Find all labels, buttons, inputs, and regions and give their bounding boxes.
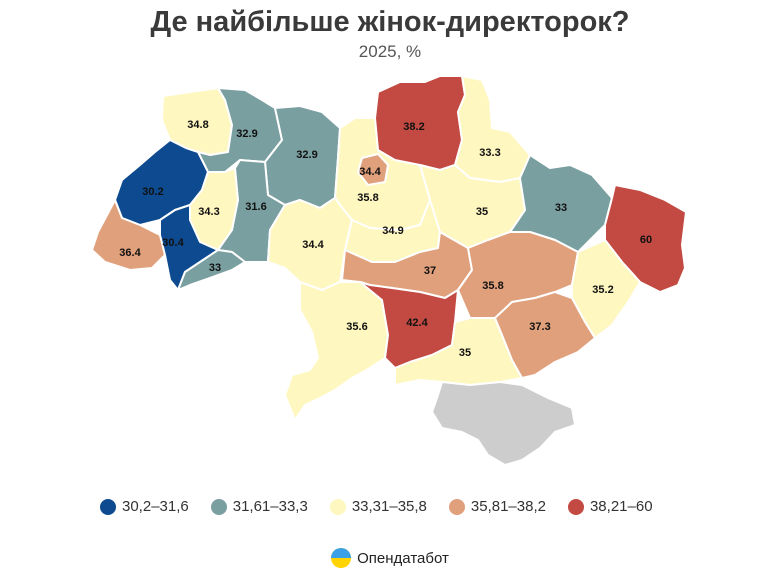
label-kyiv-oblast: 34.4 xyxy=(359,166,381,178)
label-ternopil: 34.3 xyxy=(198,206,219,218)
label-khmelnytskyi: 31.6 xyxy=(245,201,266,213)
label-cherkasy: 34.9 xyxy=(382,225,403,237)
label-mykolaiv: 42.4 xyxy=(406,317,428,329)
legend-label: 35,81–38,2 xyxy=(470,498,546,515)
region-chernivtsi[interactable] xyxy=(177,249,246,291)
label-ivano-frankivsk: 30.4 xyxy=(162,237,184,249)
region-donetsk[interactable] xyxy=(571,239,641,339)
legend-item: 35,81–38,2 xyxy=(448,498,546,515)
label-chernihiv: 38.2 xyxy=(403,121,424,133)
map-subtitle: 2025, % xyxy=(358,42,422,61)
label-sumy: 33.3 xyxy=(479,147,500,159)
label-chernivtsi: 33 xyxy=(209,262,221,274)
region-zakarpattia[interactable] xyxy=(91,199,166,271)
region-sumy[interactable] xyxy=(454,75,531,183)
label-dnipropetrovsk: 35.8 xyxy=(482,280,503,292)
label-poltava: 35 xyxy=(476,206,488,218)
label-kherson: 35 xyxy=(459,347,471,359)
label-volyn: 34.8 xyxy=(187,119,208,131)
label-kyiv-city: 35.8 xyxy=(357,192,378,204)
legend-dot xyxy=(210,498,227,515)
label-rivne: 32.9 xyxy=(236,128,257,140)
label-odesa: 35.6 xyxy=(346,321,367,333)
label-vinnytsia: 34.4 xyxy=(302,239,324,251)
region-zaporizhzhia[interactable] xyxy=(494,291,596,379)
label-zaporizhzhia: 37.3 xyxy=(529,321,550,333)
map-title: Де найбільше жінок-директорок? xyxy=(150,6,630,38)
legend: 30,2–31,6 31,61–33,3 33,31–35,8 35,81–38… xyxy=(100,498,653,515)
legend-item: 30,2–31,6 xyxy=(100,498,189,515)
brand-name: Опендатабот xyxy=(357,549,449,567)
legend-label: 38,21–60 xyxy=(589,498,653,515)
opendatabot-logo-icon xyxy=(331,548,352,568)
legend-item: 31,61–33,3 xyxy=(210,498,308,515)
legend-item: 38,21–60 xyxy=(567,498,653,515)
legend-dot xyxy=(448,498,465,515)
legend-label: 31,61–33,3 xyxy=(232,498,308,515)
legend-dot xyxy=(329,498,346,515)
legend-label: 30,2–31,6 xyxy=(122,498,189,515)
label-kirovohrad: 37 xyxy=(424,265,436,277)
legend-dot xyxy=(100,498,116,515)
region-crimea xyxy=(431,381,576,466)
label-zakarpattia: 36.4 xyxy=(119,247,141,259)
legend-dot xyxy=(567,498,584,515)
legend-label: 33,31–35,8 xyxy=(351,498,427,515)
label-zhytomyr: 32.9 xyxy=(296,149,317,161)
label-kharkiv: 33 xyxy=(555,202,567,214)
region-odesa[interactable] xyxy=(284,281,389,421)
label-lviv: 30.2 xyxy=(142,186,163,198)
brand-footer: Опендатабот xyxy=(0,548,780,568)
label-donetsk: 35.2 xyxy=(592,284,613,296)
label-luhansk: 60 xyxy=(640,234,652,246)
legend-item: 33,31–35,8 xyxy=(329,498,427,515)
region-kyiv-city[interactable] xyxy=(357,153,389,186)
